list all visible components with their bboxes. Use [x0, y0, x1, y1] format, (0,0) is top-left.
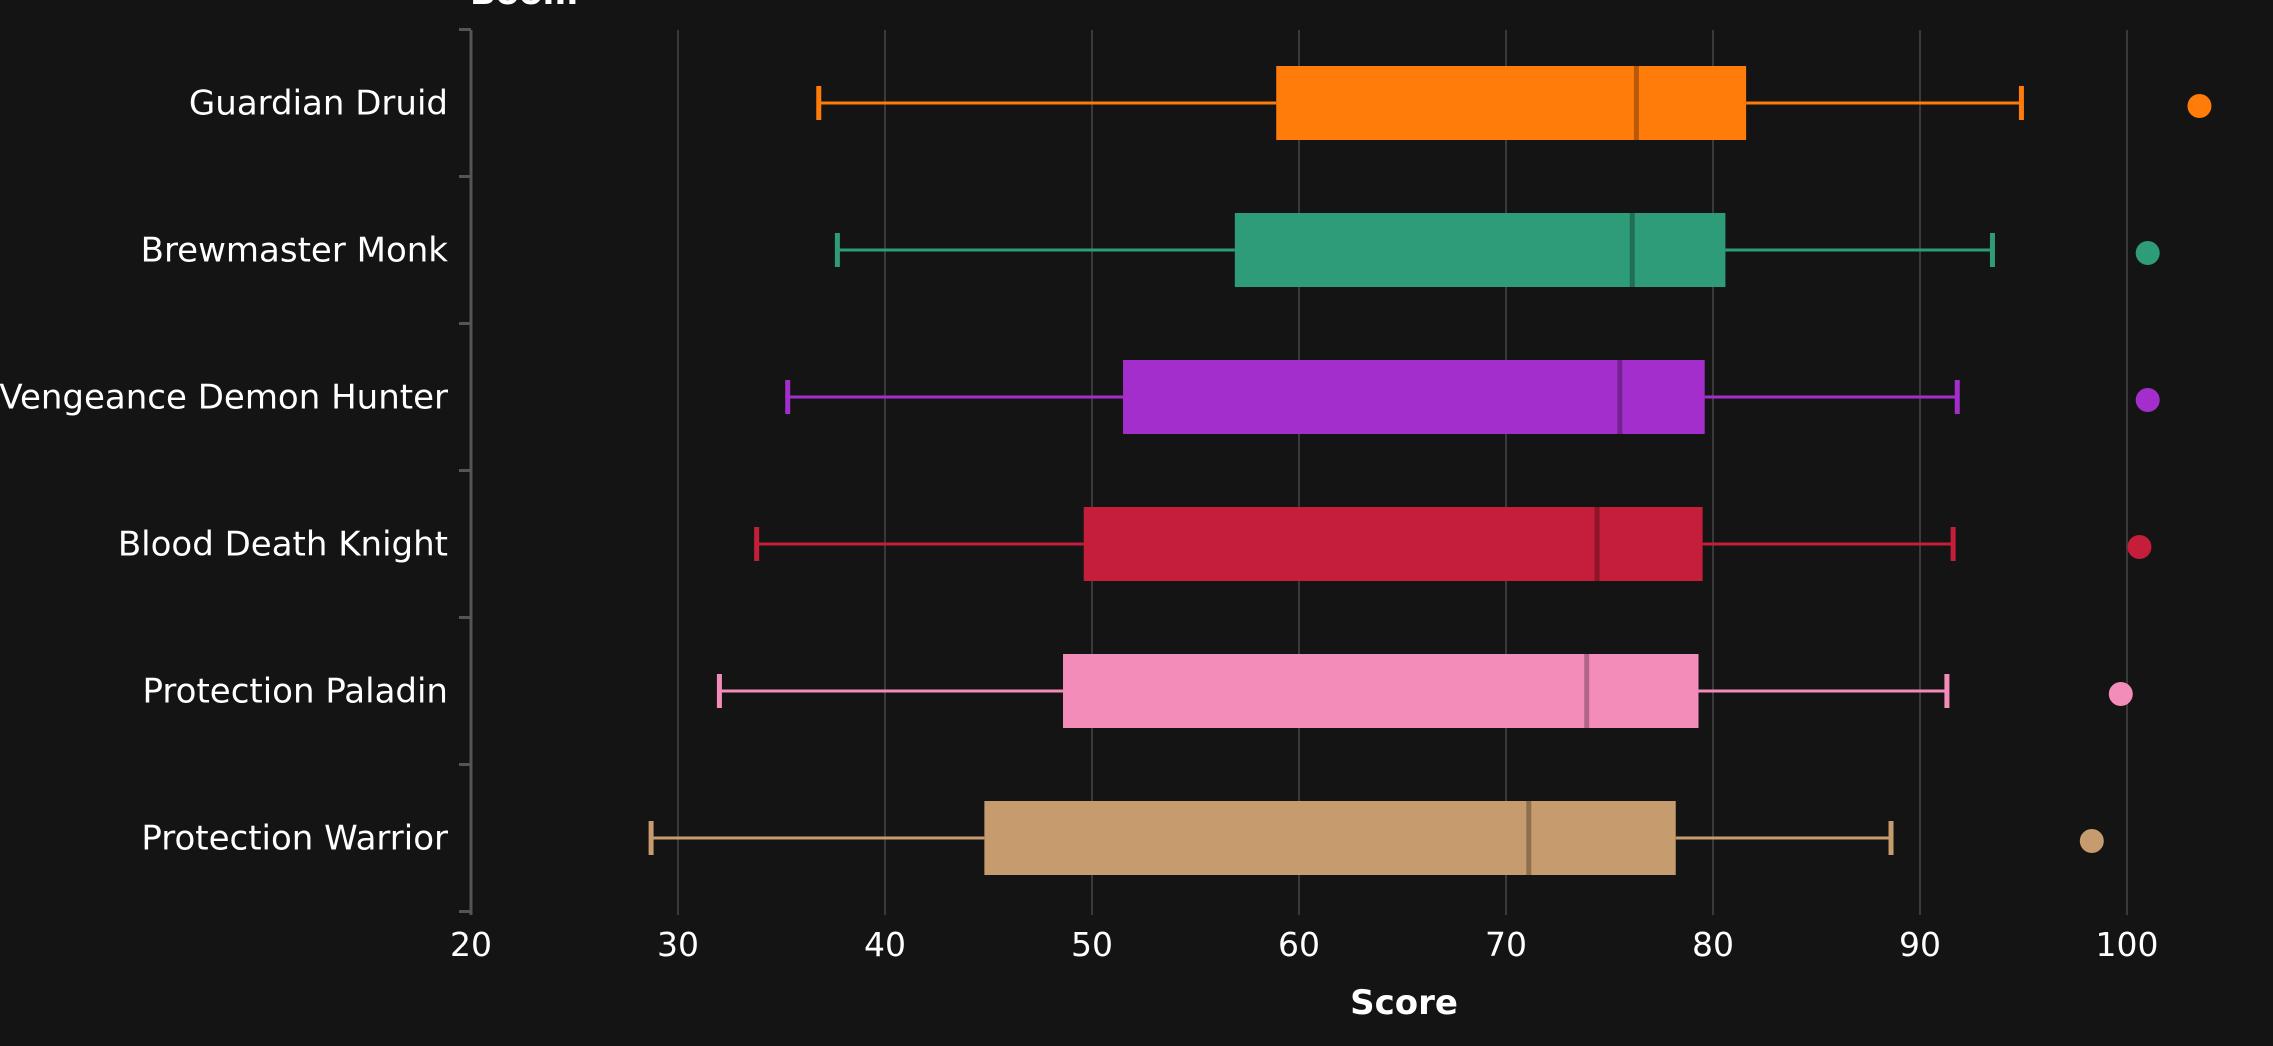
iqr-box	[1083, 507, 1703, 581]
iqr-box	[1276, 66, 1747, 140]
box-2	[785, 360, 2160, 434]
x-tick-label-100: 100	[2096, 925, 2159, 964]
iqr-box	[1123, 360, 1705, 434]
category-label: Protection Warrior	[141, 819, 448, 859]
x-tick-labels: 20 30 40 50 60 70 80 90 100	[450, 925, 2159, 964]
category-label: Brewmaster Monk	[141, 231, 449, 271]
axes	[459, 28, 473, 915]
x-tick-label-40: 40	[864, 925, 906, 964]
box-0	[816, 66, 2212, 140]
box-4	[716, 654, 2133, 728]
boxes	[648, 66, 2212, 875]
category-label: Blood Death Knight	[118, 525, 448, 565]
x-tick-label-20: 20	[450, 925, 492, 964]
category-labels: Guardian Druid Brewmaster Monk Vengeance D…	[0, 84, 448, 859]
category-label: Guardian Druid	[189, 84, 448, 124]
outlier-point	[2187, 94, 2212, 118]
x-tick-label-80: 80	[1692, 925, 1734, 964]
iqr-box	[1234, 213, 1726, 287]
x-tick-label-60: 60	[1278, 925, 1320, 964]
x-axis-title: Score	[1350, 983, 1458, 1023]
x-tick-label-30: 30	[657, 925, 699, 964]
box-3	[754, 507, 2152, 581]
x-tick-label-90: 90	[1899, 925, 1941, 964]
x-tick-label-50: 50	[1071, 925, 1113, 964]
outlier-point	[2135, 241, 2160, 265]
outlier-point	[2127, 535, 2152, 559]
grid-lines	[677, 30, 2128, 915]
category-label: Vengeance Demon Hunter	[0, 378, 448, 418]
iqr-box	[1063, 654, 1699, 728]
outlier-point	[2108, 682, 2133, 706]
iqr-box	[984, 801, 1676, 875]
outlier-point	[2135, 388, 2160, 412]
x-tick-label-70: 70	[1485, 925, 1527, 964]
box-1	[834, 213, 2160, 287]
category-label: Protection Paladin	[143, 672, 449, 712]
outlier-point	[2079, 829, 2104, 853]
chart-title: Boom	[470, 0, 578, 13]
box-5	[648, 801, 2104, 875]
